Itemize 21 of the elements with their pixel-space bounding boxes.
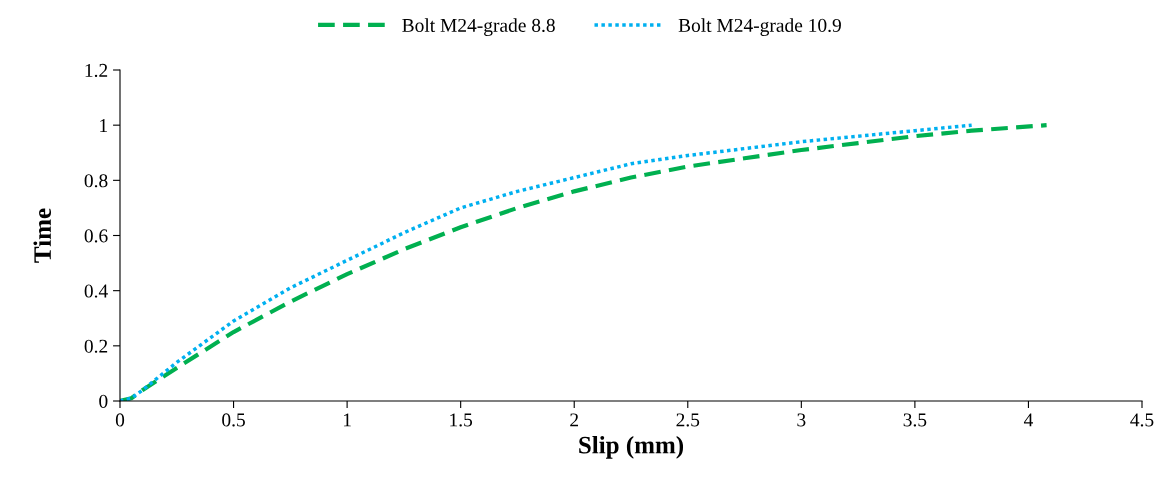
y-tick-label: 0.8: [84, 174, 108, 188]
x-tick-label: 2.5: [676, 413, 700, 427]
y-tick-label: 0.6: [84, 229, 108, 243]
x-tick-label: 0: [115, 413, 125, 427]
y-axis-title: Time: [33, 208, 52, 263]
y-tick-label: 0.2: [84, 339, 108, 353]
x-axis-title: Slip (mm): [579, 435, 684, 459]
x-tick-label: 3.5: [903, 413, 927, 427]
x-tick-label: 2: [570, 413, 579, 427]
legend-label: Bolt M24-grade 10.9: [678, 18, 841, 36]
x-tick-label: 4.5: [1130, 413, 1154, 427]
x-tick-label: 4: [1023, 413, 1033, 427]
y-tick-label: 1: [100, 119, 108, 132]
x-tick-label: 1.5: [450, 413, 473, 427]
y-tick-label: 0.4: [84, 284, 108, 298]
y-tick-label: 1.2: [85, 63, 108, 78]
legend-label: Bolt M24-grade 8.8: [402, 18, 555, 36]
x-tick-label: 0.5: [222, 413, 245, 427]
y-tick-label: 0: [99, 394, 108, 408]
x-tick-label: 3: [797, 413, 806, 427]
x-tick-label: 1: [343, 413, 351, 427]
